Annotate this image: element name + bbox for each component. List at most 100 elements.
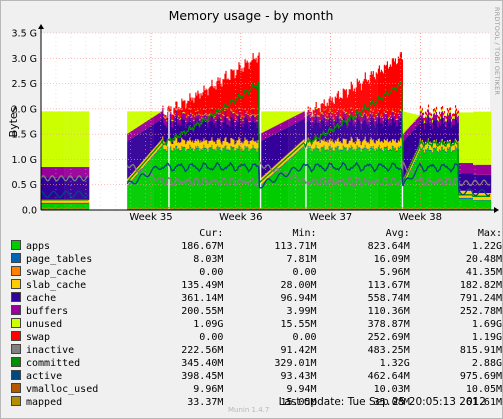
area-page-tables [479,199,481,201]
area-buffers [374,121,376,128]
area-buffers [475,164,477,175]
area-cache [465,173,468,191]
area-apps [130,182,132,210]
area-swap-cache [460,197,463,198]
area-slab-cache [79,199,81,203]
area-apps [159,149,161,210]
area-buffers [152,117,154,125]
area-slab-cache [57,199,59,203]
area-buffers [272,127,274,135]
area-buffers [294,116,296,124]
area-unused [200,114,202,116]
area-unused [163,115,165,117]
area-unused [267,111,269,130]
area-buffers [293,116,295,125]
area-unused [186,116,188,118]
area-swap-cache [297,150,299,152]
area-buffers [296,114,298,123]
legend-row-page-tables: page_tables 8.03M 7.81M 16.09M 20.48M [11,253,502,266]
area-cache [156,122,158,146]
area-buffers [301,112,303,121]
area-swap-cache [390,149,392,150]
area-unused [331,112,333,114]
area-cache [372,117,374,140]
area-buffers [329,110,331,117]
area-swap [254,59,256,116]
area-cache [75,177,77,200]
area-cache [302,119,304,141]
area-slab-cache [194,140,196,149]
area-buffers [157,114,159,122]
area-unused [392,110,394,112]
area-swap-cache [286,160,288,162]
area-cache [139,133,141,165]
area-swap [210,86,212,114]
area-swap-cache [233,146,235,147]
area-swap-cache [443,148,446,150]
area-page-tables [245,147,247,149]
area-page-tables [353,148,355,150]
area-cache [374,127,376,144]
area-cache [315,115,317,138]
area-cache [165,124,167,143]
area-slab-cache [360,145,362,152]
area-apps [76,203,78,210]
area-swap-cache [229,150,231,151]
area-unused [281,111,283,123]
area-slab-cache [328,139,330,146]
area-buffers [136,127,138,136]
area-apps [64,203,66,210]
area-unused [185,120,187,122]
area-apps [465,198,468,210]
area-swap-cache [419,146,421,147]
area-swap [453,113,456,117]
area-swap-cache [335,147,337,149]
area-apps [472,198,474,210]
area-swap-cache [311,150,313,152]
area-unused [447,112,450,116]
area-swap [353,88,355,117]
area-buffers [62,167,64,178]
area-swap-cache [137,173,139,174]
area-buffers [479,164,481,175]
area-cache [391,117,393,140]
area-swap-cache [219,146,221,147]
area-buffers [390,118,392,126]
area-slab-cache [242,143,244,151]
area-unused [138,111,140,127]
legend-swatch [11,292,21,302]
area-slab-cache [64,199,66,203]
area-slab-cache [378,138,380,145]
area-unused [72,111,74,168]
area-swap [227,78,229,117]
area-swap [422,112,425,116]
area-swap-cache [385,146,387,148]
area-swap [249,62,251,116]
area-unused [390,117,392,119]
area-cache [195,117,197,139]
area-unused [160,111,162,113]
area-page-tables [440,147,443,149]
area-unused [422,115,425,118]
area-page-tables [137,173,139,175]
area-slab-cache [452,142,455,150]
area-swap-cache [272,173,274,174]
area-slab-cache [388,141,390,150]
area-apps [399,146,401,210]
area-swap-cache [236,147,238,149]
area-slab-cache [431,144,434,152]
area-swap-cache [282,164,284,165]
area-unused [188,115,190,117]
area-slab-cache [44,199,46,203]
area-slab-cache [321,139,323,147]
area-buffers [307,109,309,117]
area-buffers [347,119,349,126]
area-apps [208,149,210,210]
area-swap-cache [394,147,396,148]
area-swap [252,53,254,108]
area-slab-cache [397,140,399,147]
area-slab-cache [202,141,204,148]
area-swap [204,90,206,115]
area-unused [449,110,452,113]
area-cache [355,123,357,142]
